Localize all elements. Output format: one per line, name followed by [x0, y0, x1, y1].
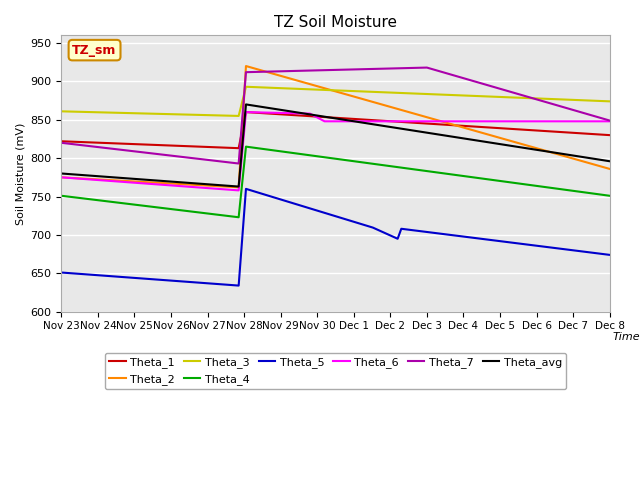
X-axis label: Time: Time	[612, 333, 640, 342]
Text: TZ_sm: TZ_sm	[72, 44, 116, 57]
Y-axis label: Soil Moisture (mV): Soil Moisture (mV)	[15, 122, 25, 225]
Title: TZ Soil Moisture: TZ Soil Moisture	[274, 15, 397, 30]
Legend: Theta_1, Theta_2, Theta_3, Theta_4, Theta_5, Theta_6, Theta_7, Theta_avg: Theta_1, Theta_2, Theta_3, Theta_4, Thet…	[104, 353, 566, 389]
